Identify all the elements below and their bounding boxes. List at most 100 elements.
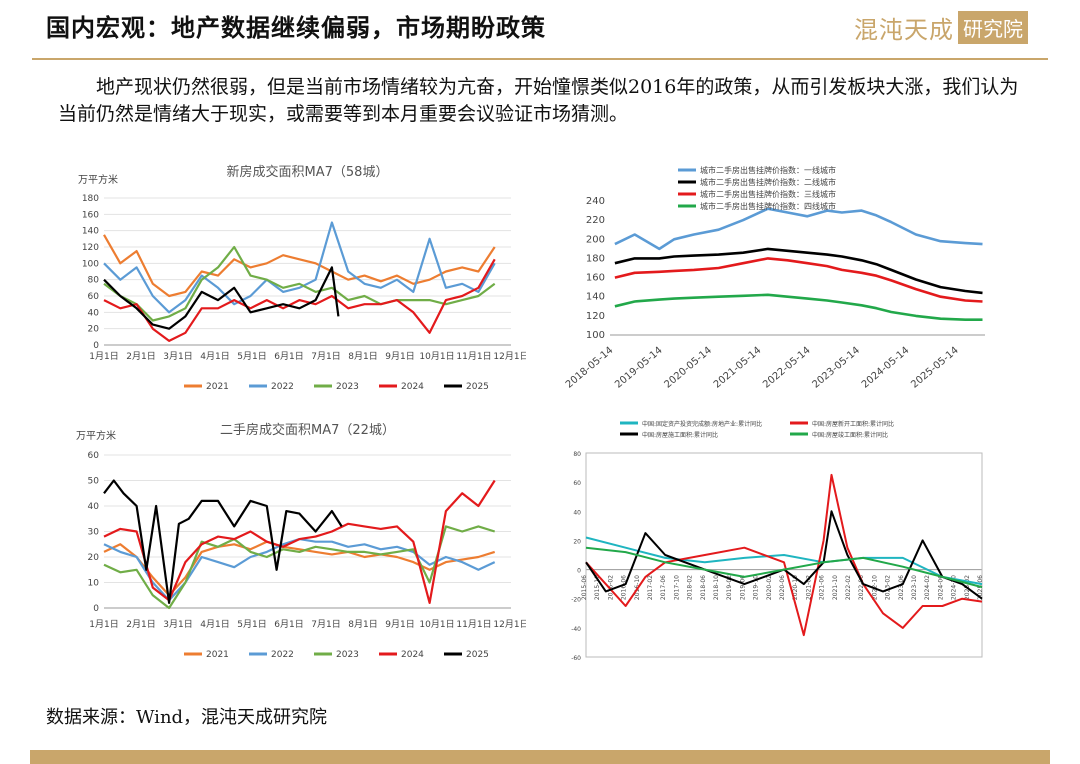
series-line-2025 (103, 266, 340, 330)
x-tick-label: 2019-02 (726, 575, 733, 600)
legend-label: 城市二手房出售挂牌价指数：二线城市 (700, 177, 836, 187)
x-tick-label: 2020-02 (766, 575, 773, 600)
y-tick-label: 140 (82, 227, 99, 237)
y-tick-label: -60 (571, 655, 581, 662)
legend-label: 2024 (401, 650, 424, 660)
legend-label: 2025 (466, 650, 489, 660)
y-tick-label: 40 (573, 509, 581, 516)
y-tick-label: 80 (573, 451, 581, 458)
x-tick-label: 4月1日 (200, 351, 229, 362)
x-tick-label: 2017-02 (647, 575, 654, 600)
y-tick-label: 240 (586, 196, 605, 207)
logo-main-text: 混沌天成 (854, 16, 954, 44)
x-tick-label: 1月1日 (89, 619, 118, 630)
brand-logo: 混沌天成 研究院 (854, 10, 1028, 45)
x-tick-label: 2015-10 (594, 575, 601, 600)
series-line-中国:固定资产投资完成额:房地产业:累计同比 (585, 536, 983, 586)
footer-bar (30, 750, 1050, 764)
series-line-2023 (103, 525, 496, 610)
x-tick-label: 7月1日 (311, 351, 340, 362)
x-tick-label: 1月1日 (89, 351, 118, 362)
x-tick-label: 11月1日 (456, 619, 491, 630)
series-line-2023 (103, 245, 496, 322)
x-tick-label: 2020-06 (779, 575, 786, 600)
series-line-2022 (103, 221, 496, 314)
x-tick-label: 2022-05-14 (761, 345, 813, 391)
y-tick-label: 60 (88, 451, 100, 461)
y-axis-label: 万平方米 (76, 429, 116, 442)
x-tick-label: 2018-10 (713, 575, 720, 600)
y-tick-label: 120 (82, 243, 99, 253)
y-tick-label: -20 (571, 597, 581, 604)
y-tick-label: 200 (586, 234, 605, 245)
x-tick-label: 2021-06 (819, 575, 826, 600)
x-tick-label: 2019-06 (739, 575, 746, 600)
x-tick-label: 2019-10 (753, 575, 760, 600)
x-tick-label: 2023-02 (885, 575, 892, 600)
x-tick-label: 4月1日 (200, 619, 229, 630)
x-tick-label: 2月1日 (126, 351, 155, 362)
series-line-城市二手房出售挂牌价指数：二线城市 (614, 247, 983, 295)
y-tick-label: 140 (586, 292, 605, 303)
x-tick-label: 2018-05-14 (564, 345, 616, 391)
x-tick-label: 2023-05-14 (810, 345, 862, 391)
y-tick-label: 80 (88, 276, 100, 286)
series-line-2024 (103, 258, 496, 342)
x-tick-label: 10月1日 (419, 619, 454, 630)
chart-new-home-sales: 新房成交面积MA7（58城） 万平方米 0 20 40 60 80 100 120 140 160 1… (56, 155, 526, 395)
y-tick-label: 30 (88, 528, 100, 538)
x-tick-label: 5月1日 (237, 351, 266, 362)
legend-label: 中国:房屋施工面积:累计同比 (642, 431, 718, 439)
y-tick-label: 220 (586, 215, 605, 226)
chart-property-investment: -60 -40 -20 0 20 40 60 80 2015-06 2015-10 2016-02 2… (560, 415, 1000, 665)
y-tick-label: 40 (88, 502, 100, 512)
x-tick-label: 9月1日 (385, 351, 414, 362)
y-tick-label: 120 (586, 311, 605, 322)
y-tick-label: -40 (571, 626, 581, 633)
x-tick-label: 2016-06 (621, 575, 628, 600)
legend-label: 2021 (206, 382, 229, 392)
legend-label: 城市二手房出售挂牌价指数：一线城市 (700, 165, 836, 175)
x-tick-label: 10月1日 (419, 351, 454, 362)
x-tick-label: 11月1日 (456, 351, 491, 362)
x-tick-label: 6月1日 (274, 619, 303, 630)
x-tick-label: 2018-02 (687, 575, 694, 600)
y-tick-label: 0 (93, 341, 99, 351)
series-line-中国:房屋竣工面积:累计同比 (585, 546, 983, 589)
x-tick-label: 2月1日 (126, 619, 155, 630)
x-tick-label: 2015-06 (581, 575, 588, 600)
y-tick-label: 0 (93, 604, 99, 614)
x-tick-label: 9月1日 (385, 619, 414, 630)
x-tick-label: 2017-06 (660, 575, 667, 600)
page-title: 国内宏观：地产数据继续偏弱，市场期盼政策 (46, 13, 546, 42)
x-tick-label: 2020-10 (792, 575, 799, 600)
data-source: 数据来源：Wind，混沌天成研究院 (46, 707, 328, 728)
chart-title: 新房成交面积MA7（58城） (227, 164, 389, 180)
chart-listing-price-index: 100 120 140 160 180 200 220 240 2018-05-14 2019-0… (560, 155, 1020, 395)
x-tick-label: 2024-10 (951, 575, 958, 600)
x-tick-label: 2022-06 (858, 575, 865, 600)
y-tick-label: 100 (586, 330, 605, 341)
series-line-2025 (103, 479, 343, 604)
logo-box-text: 研究院 (958, 11, 1028, 44)
y-tick-label: 60 (573, 480, 581, 487)
x-tick-label: 2024-06 (937, 575, 944, 600)
x-tick-label: 8月1日 (348, 351, 377, 362)
x-tick-label: 2025-05-14 (909, 345, 961, 391)
y-tick-label: 50 (88, 477, 100, 487)
body-paragraph: 地产现状仍然很弱，但是当前市场情绪较为亢奋，开始憧憬类似2016年的政策，从而引… (58, 76, 1019, 125)
chart-title: 二手房成交面积MA7（22城） (220, 422, 395, 438)
x-tick-label: 2017-10 (673, 575, 680, 600)
y-tick-label: 40 (88, 308, 100, 318)
legend-label: 中国:房屋竣工面积:累计同比 (812, 431, 888, 439)
y-tick-label: 160 (586, 273, 605, 284)
legend-label: 2022 (271, 650, 294, 660)
y-tick-label: 10 (88, 579, 100, 589)
x-tick-label: 2024-05-14 (860, 345, 912, 391)
series-line-中国:房屋新开工面积:累计同比 (585, 473, 983, 637)
chart-second-hand-sales: 二手房成交面积MA7（22城） 万平方米 0 10 20 30 40 50 60 1月1日 2月1日… (56, 415, 526, 665)
legend-label: 中国:固定资产投资完成额:房地产业:累计同比 (642, 420, 762, 428)
legend-label: 2021 (206, 650, 229, 660)
y-tick-label: 0 (577, 568, 581, 575)
x-tick-label: 3月1日 (163, 351, 192, 362)
